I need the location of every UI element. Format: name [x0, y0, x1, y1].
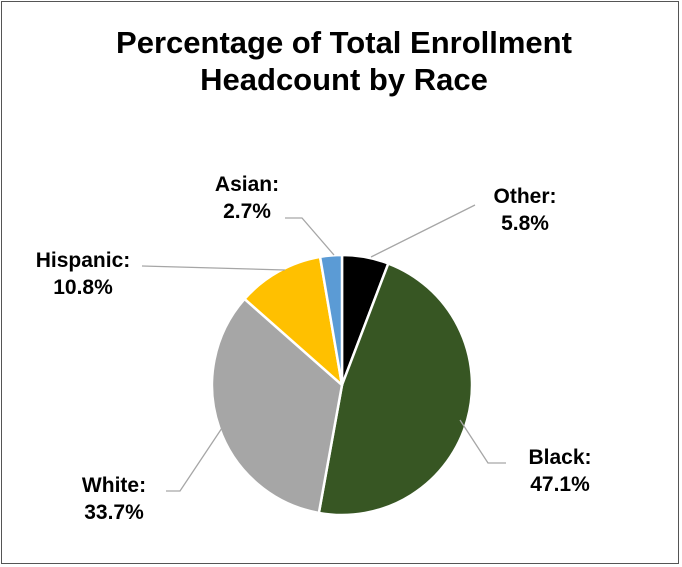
leader-line-other [370, 204, 476, 258]
pie-slice-black [317, 262, 474, 517]
pie-slice-asian [318, 253, 344, 387]
slice-value-black: 47.1% [530, 473, 590, 496]
slice-label-asian: Asian: [215, 173, 279, 196]
slice-label-hispanic: Hispanic: [36, 249, 131, 272]
pie-slice-white [210, 297, 344, 515]
slice-label-other: Other: [494, 185, 557, 208]
slice-value-other: 5.8% [501, 212, 549, 235]
leader-line-asian [285, 217, 335, 256]
slice-value-asian: 2.7% [223, 200, 271, 223]
slice-label-black: Black: [528, 446, 591, 469]
chart-title: Percentage of Total Enrollment Headcount… [116, 25, 572, 98]
leader-line-hispanic [141, 265, 286, 271]
slice-value-white: 33.7% [84, 501, 144, 524]
pie-slice-hispanic [243, 255, 344, 387]
slice-value-hispanic: 10.8% [53, 276, 113, 299]
leader-line-white [166, 427, 223, 492]
leader-line-black [459, 419, 506, 464]
slice-label-white: White: [82, 474, 146, 497]
